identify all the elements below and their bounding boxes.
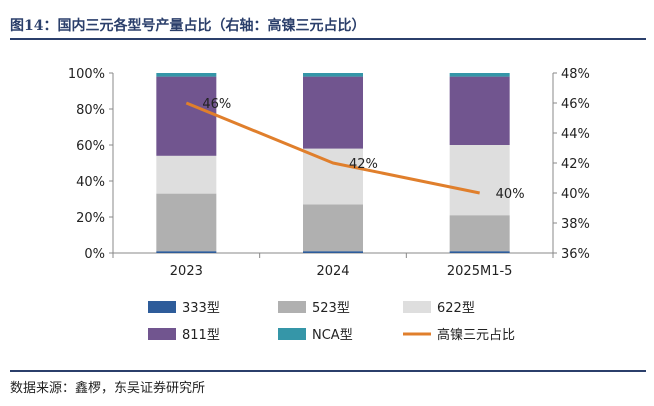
bar-segment: [156, 155, 217, 194]
right-tick-label: 46%: [561, 97, 590, 112]
bar-segment: [156, 251, 217, 253]
right-tick-label: 36%: [561, 247, 590, 262]
bar-segment: [303, 204, 363, 252]
source-rule: [10, 370, 646, 372]
legend-label: 高镍三元占比: [437, 327, 515, 343]
legend-swatch: [278, 328, 306, 340]
bar-segment: [449, 251, 510, 253]
bar-segment: [449, 215, 510, 252]
left-tick-label: 60%: [76, 139, 105, 154]
x-tick-label: 2023: [170, 264, 203, 279]
left-tick-label: 40%: [76, 175, 105, 190]
left-tick-label: 0%: [84, 247, 105, 262]
left-tick-label: 80%: [76, 103, 105, 118]
line-data-label: 42%: [349, 157, 378, 172]
bar-segment: [303, 73, 363, 77]
right-tick-label: 42%: [561, 157, 590, 172]
line-series-high-nickel: [185, 101, 480, 195]
bar-segment: [156, 73, 217, 77]
bar-segment: [303, 148, 363, 205]
x-tick-label: 2024: [316, 264, 349, 279]
bar-segment: [156, 76, 217, 156]
legend-swatch: [403, 301, 431, 313]
title-rule: [10, 38, 646, 40]
legend-label: 622型: [437, 301, 475, 316]
x-tick-label: 2025M1-5: [447, 264, 513, 279]
bar-segment: [303, 76, 363, 149]
legend-swatch: [278, 301, 306, 313]
line-data-label: 46%: [202, 97, 231, 112]
right-tick-label: 38%: [561, 217, 590, 232]
legend-label: 523型: [312, 301, 350, 316]
bar-segment: [449, 145, 510, 216]
legend-swatch: [148, 328, 176, 340]
figure-title: 图14：国内三元各型号产量占比（右轴：高镍三元占比）: [10, 18, 366, 34]
legend-label: 333型: [182, 301, 220, 316]
legend-label: NCA型: [312, 328, 353, 343]
bar-segment: [303, 251, 363, 253]
left-tick-label: 100%: [68, 67, 105, 82]
legend-label: 811型: [182, 328, 220, 343]
bar-segment: [156, 193, 217, 252]
right-tick-label: 48%: [561, 67, 590, 82]
line-data-label: 40%: [496, 187, 525, 202]
figure-source: 数据来源：鑫椤，东吴证券研究所: [10, 381, 206, 396]
bar-segment: [449, 73, 510, 77]
right-tick-label: 44%: [561, 127, 590, 142]
right-tick-label: 40%: [561, 187, 590, 202]
bar-segment: [449, 76, 510, 145]
legend-swatch: [148, 301, 176, 313]
left-tick-label: 20%: [76, 211, 105, 226]
